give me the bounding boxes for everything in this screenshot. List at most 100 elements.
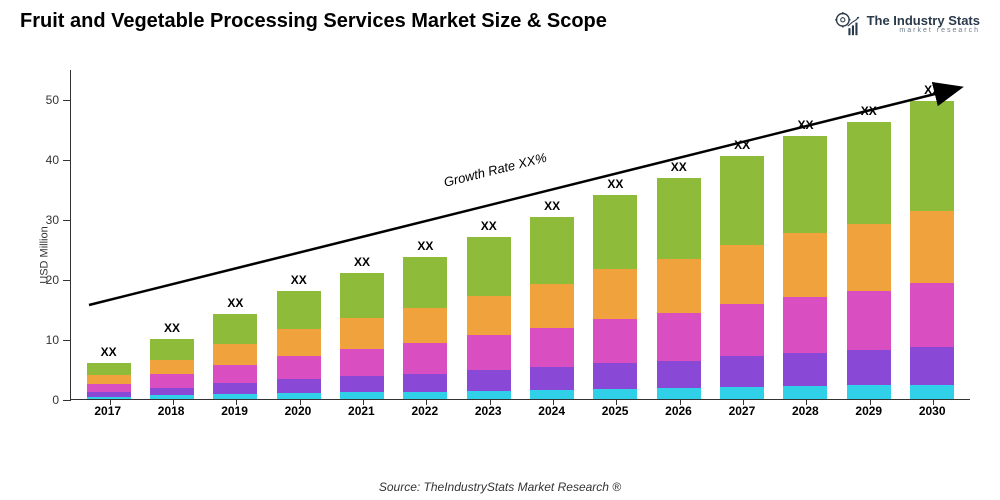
bar-column: XX [467,219,511,399]
bar-segment [593,363,637,389]
chart-area: USD Million XXXXXXXXXXXXXXXXXXXXXXXXXXXX… [70,70,970,440]
bar-column: XX [910,83,954,399]
bar-segment [657,388,701,399]
bar-segment [847,385,891,399]
bar-segment [277,393,321,399]
bar-segment [87,363,131,375]
bars-container: XX XX XX XX XX XX XX XX XX XX XX XX XX XX [71,70,970,399]
bar-segment [593,195,637,269]
logo-sub-text: market research [867,27,980,34]
bar-segment [467,335,511,370]
bar-segment [530,367,574,390]
bar-segment [277,291,321,329]
bar-stack [87,363,131,399]
bar-segment [403,343,447,374]
bar-value-label: XX [417,239,433,253]
bar-segment [847,122,891,224]
x-tick-label: 2028 [783,404,827,418]
bar-segment [277,329,321,355]
bar-segment [467,237,511,296]
bar-value-label: XX [164,321,180,335]
bar-segment [783,386,827,399]
x-tick-label: 2021 [339,404,383,418]
bar-stack [720,156,764,399]
bar-segment [910,283,954,347]
bar-segment [150,360,194,374]
bar-value-label: XX [924,83,940,97]
bar-stack [657,178,701,399]
x-tick-label: 2030 [910,404,954,418]
bar-segment [720,356,764,387]
bar-stack [910,101,954,399]
bar-column: XX [720,138,764,399]
bar-segment [340,392,384,399]
bar-segment [720,156,764,245]
bar-column: XX [847,104,891,399]
source-citation: Source: TheIndustryStats Market Research… [0,480,1000,494]
bar-segment [150,339,194,360]
bar-segment [87,375,131,384]
bar-segment [657,361,701,389]
bar-column: XX [403,239,447,399]
bar-segment [657,313,701,360]
bar-stack [213,314,257,399]
bar-column: XX [213,296,257,399]
bar-segment [657,259,701,313]
bar-stack [593,195,637,399]
bar-segment [847,350,891,385]
bar-segment [910,347,954,384]
bar-segment [150,374,194,387]
bar-column: XX [340,255,384,399]
bar-value-label: XX [734,138,750,152]
bar-segment [277,379,321,393]
bar-segment [213,314,257,344]
y-tick-label: 30 [46,213,71,227]
x-tick-label: 2020 [276,404,320,418]
bar-segment [910,385,954,399]
x-axis-labels: 2017201820192020202120222023202420252026… [70,404,970,418]
y-tick-label: 20 [46,273,71,287]
bar-stack [403,257,447,399]
bar-segment [403,374,447,392]
bar-segment [277,356,321,379]
bar-column: XX [150,321,194,399]
x-tick-label: 2029 [847,404,891,418]
bar-segment [150,395,194,399]
bar-column: XX [593,177,637,399]
bar-segment [783,353,827,386]
bar-value-label: XX [101,345,117,359]
y-tick-label: 0 [52,393,71,407]
bar-segment [720,387,764,399]
bar-stack [467,237,511,399]
bar-segment [847,224,891,291]
bar-column: XX [87,345,131,399]
bar-value-label: XX [671,160,687,174]
page-title: Fruit and Vegetable Processing Services … [20,10,607,33]
bar-segment [403,257,447,309]
bar-value-label: XX [544,199,560,213]
bar-segment [720,245,764,304]
plot-region: XXXXXXXXXXXXXXXXXXXXXXXXXXXX Growth Rate… [70,70,970,400]
bar-value-label: XX [861,104,877,118]
bar-segment [783,233,827,297]
bar-segment [910,101,954,211]
bar-segment [467,370,511,390]
brand-logo: The Industry Stats market research [833,10,980,38]
bar-segment [213,365,257,384]
bar-segment [87,384,131,392]
bar-value-label: XX [291,273,307,287]
header: Fruit and Vegetable Processing Services … [0,0,1000,38]
bar-stack [340,273,384,399]
x-tick-label: 2026 [657,404,701,418]
bar-stack [847,122,891,399]
bar-segment [87,397,131,399]
bar-stack [277,291,321,399]
y-tick-label: 50 [46,93,71,107]
x-tick-label: 2019 [213,404,257,418]
bar-segment [403,392,447,399]
bar-segment [783,136,827,233]
bar-segment [657,178,701,259]
bar-segment [403,308,447,343]
bar-segment [720,304,764,356]
bar-column: XX [783,118,827,399]
